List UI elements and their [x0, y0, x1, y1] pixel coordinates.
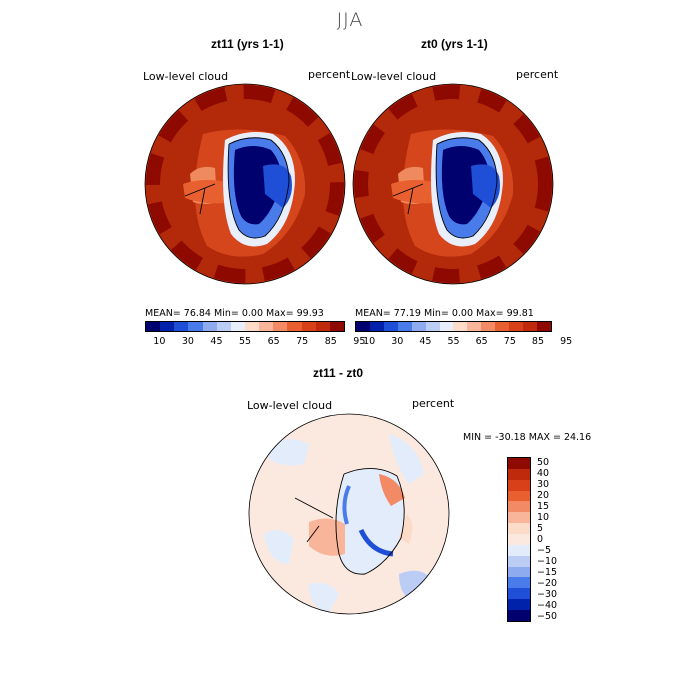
panel-2-colorbar-swatch: [536, 322, 551, 331]
diff-colorbar-swatch: [508, 588, 530, 600]
panel-2-colorbar: [355, 321, 552, 332]
diff-field-label: Low-level cloud: [247, 399, 333, 412]
panel-2-colorbar-swatch: [439, 322, 454, 331]
panel-1-colorbar-tick-label: 45: [210, 336, 223, 347]
panel-2-colorbar-swatch: [411, 322, 426, 331]
diff-colorbar-tick-label: −50: [537, 610, 558, 622]
diff-colorbar-swatch: [508, 512, 530, 524]
panel-2-colorbar-tick-label: 85: [531, 336, 545, 347]
panel-2-stats: MEAN= 77.19 Min= 0.00 Max= 99.81: [355, 308, 534, 319]
panel-2-colorbar-labels: 10 30 45 55 65 75 85 95: [355, 336, 572, 348]
panel-1-colorbar-swatch: [160, 322, 175, 331]
diff-colorbar-tick-label: 30: [537, 478, 550, 490]
panel-2-colorbar-swatch: [481, 322, 496, 331]
diff-units-label: percent: [412, 397, 455, 410]
panel-1-colorbar: [145, 321, 345, 332]
panel-2-units-label: percent: [516, 68, 559, 81]
diff-colorbar-swatch: [508, 501, 530, 513]
panel-1-colorbar-tick-label: 95: [353, 336, 366, 347]
diff-colorbar-swatch: [508, 544, 530, 556]
panel-2-title: zt0 (yrs 1-1): [421, 37, 488, 51]
panel-1-colorbar-swatch: [273, 322, 288, 331]
panel-1-colorbar-tick-label: 10: [153, 336, 166, 347]
diff-colorbar-swatch: [508, 610, 530, 621]
panel-2-colorbar-swatch: [453, 322, 468, 331]
diff-colorbar-tick-label: 15: [537, 500, 550, 512]
panel-1-colorbar-tick-label: 55: [239, 336, 252, 347]
panel-1-colorbar-labels: 10 30 45 55 65 75 85 95: [145, 336, 365, 348]
diff-colorbar: [507, 457, 531, 622]
panel-2-colorbar-tick-label: 75: [503, 336, 516, 347]
diff-colorbar-swatch: [508, 566, 530, 578]
panel-1-polar-map: [144, 83, 346, 285]
diff-title: zt11 - zt0: [313, 366, 364, 380]
panel-2-colorbar-swatch: [383, 322, 398, 331]
panel-2-colorbar-tick-label: 55: [447, 336, 460, 347]
panel-1-colorbar-swatch: [188, 322, 203, 331]
diff-colorbar-swatch: [508, 479, 530, 491]
panel-1-colorbar-swatch: [301, 322, 316, 331]
panel-2-colorbar-tick-label: 10: [363, 336, 376, 347]
diff-colorbar-tick-label: −5: [537, 544, 552, 556]
panel-1-colorbar-swatch: [216, 322, 231, 331]
panel-1-colorbar-tick-label: 75: [296, 336, 309, 347]
panel-2-colorbar-swatch: [523, 322, 537, 331]
panel-1-colorbar-swatch: [202, 322, 217, 331]
diff-colorbar-tick-label: 10: [537, 511, 550, 523]
panel-1-colorbar-swatch: [259, 322, 274, 331]
panel-1-colorbar-swatch: [287, 322, 302, 331]
panel-1-colorbar-swatch: [315, 322, 330, 331]
panel-2-colorbar-tick-label: 45: [419, 336, 432, 347]
panel-1-colorbar-swatch: [230, 322, 245, 331]
panel-2-colorbar-swatch: [425, 322, 440, 331]
panel-2-polar-map: [352, 83, 554, 285]
panel-1-units-label: percent: [308, 68, 351, 81]
diff-colorbar-tick-label: −30: [537, 588, 558, 600]
season-title: JJA: [336, 9, 364, 31]
panel-1-colorbar-tick-label: 85: [324, 336, 337, 347]
diff-polar-map: [248, 413, 450, 615]
diff-colorbar-swatch: [508, 458, 530, 469]
panel-2-colorbar-swatch: [467, 322, 482, 331]
diff-colorbar-tick-label: −40: [537, 599, 558, 611]
diff-colorbar-tick-label: −15: [537, 566, 558, 578]
panel-1-field-label: Low-level cloud: [143, 70, 229, 83]
panel-1-colorbar-swatch: [174, 322, 189, 331]
panel-1-colorbar-tick-label: 30: [181, 336, 194, 347]
diff-colorbar-tick-label: 5: [537, 522, 544, 534]
diff-colorbar-swatch: [508, 577, 530, 589]
diff-colorbar-swatch: [508, 468, 530, 480]
panel-2-colorbar-swatch: [369, 322, 384, 331]
diff-colorbar-tick-label: 0: [537, 533, 544, 545]
diff-colorbar-labels: 50 40 30 20 15 10 5 0 −5 −10 −15 −20 −30 −40 −50: [537, 457, 577, 622]
panel-2-colorbar-tick-label: 30: [391, 336, 404, 347]
diff-colorbar-swatch: [508, 534, 530, 545]
diff-colorbar-swatch: [508, 523, 530, 535]
panel-2-colorbar-swatch: [356, 322, 370, 331]
diff-colorbar-tick-label: 40: [537, 467, 550, 479]
diff-minmax: MIN = -30.18 MAX = 24.16: [463, 432, 592, 443]
panel-1-stats: MEAN= 76.84 Min= 0.00 Max= 99.93: [145, 308, 324, 319]
diff-colorbar-tick-label: 50: [537, 456, 550, 468]
panel-1-title: zt11 (yrs 1-1): [211, 37, 284, 51]
diff-colorbar-swatch: [508, 490, 530, 502]
panel-2-colorbar-tick-label: 95: [560, 336, 573, 347]
panel-2-field-label: Low-level cloud: [351, 70, 437, 83]
diff-colorbar-swatch: [508, 599, 530, 611]
panel-1-colorbar-swatch: [146, 322, 161, 331]
panel-1-colorbar-swatch: [329, 322, 344, 331]
diff-colorbar-tick-label: 20: [537, 489, 550, 501]
diff-colorbar-tick-label: −20: [537, 577, 558, 589]
panel-1-colorbar-swatch: [244, 322, 260, 331]
panel-1-colorbar-tick-label: 65: [267, 336, 280, 347]
panel-2-colorbar-swatch: [509, 322, 524, 331]
panel-2-colorbar-swatch: [495, 322, 510, 331]
diff-colorbar-tick-label: −10: [537, 555, 558, 567]
diff-colorbar-swatch: [508, 555, 530, 567]
panel-2-colorbar-tick-label: 65: [475, 336, 488, 347]
panel-2-colorbar-swatch: [397, 322, 412, 331]
